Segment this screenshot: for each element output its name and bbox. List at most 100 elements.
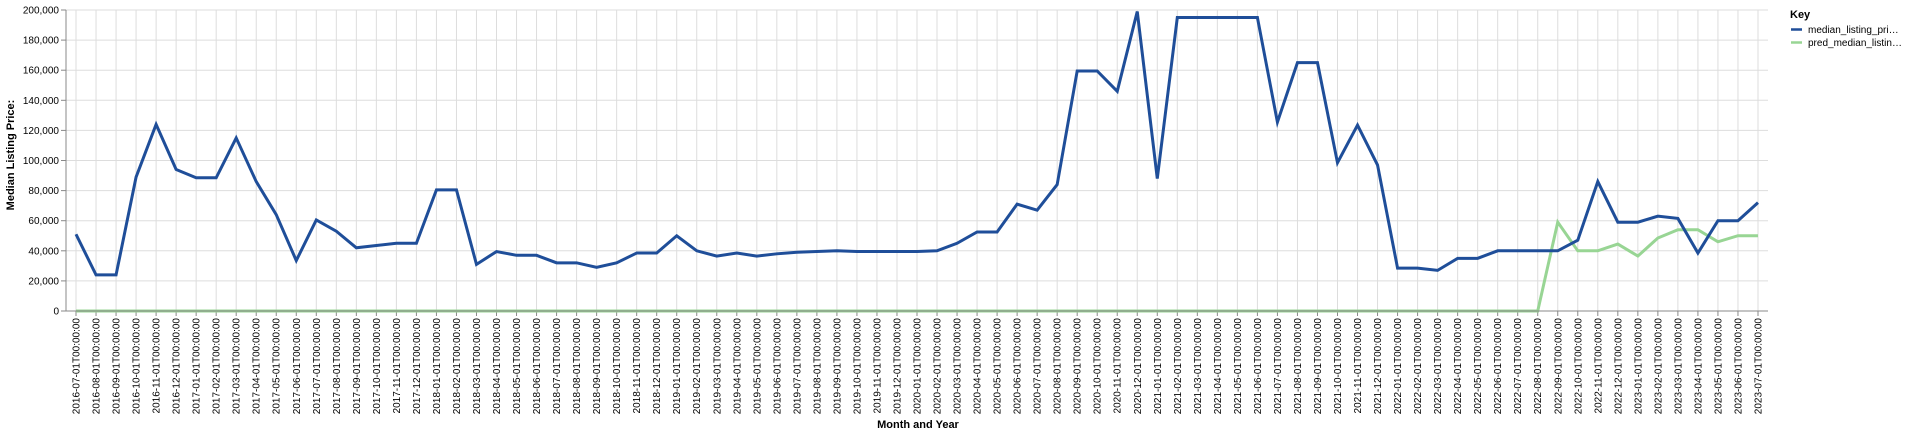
x-tick-label: 2021-03-01T00:00:00 [1193, 318, 1204, 415]
x-tick-label: 2023-01-01T00:00:00 [1633, 318, 1644, 415]
x-tick-label: 2022-07-01T00:00:00 [1513, 318, 1524, 415]
y-tick-label: 120,000 [23, 126, 60, 137]
x-tick-label: 2018-09-01T00:00:00 [592, 318, 603, 415]
x-tick-label: 2019-03-01T00:00:00 [712, 318, 723, 415]
y-tick-label: 40,000 [28, 246, 59, 257]
x-tick-label: 2021-12-01T00:00:00 [1373, 318, 1384, 415]
y-tick-label: 180,000 [23, 36, 60, 47]
y-tick-label: 100,000 [23, 156, 60, 167]
x-tick-label: 2020-08-01T00:00:00 [1053, 318, 1064, 415]
x-tick-label: 2017-11-01T00:00:00 [392, 318, 403, 414]
x-tick-label: 2020-09-01T00:00:00 [1073, 318, 1084, 415]
x-tick-label: 2019-01-01T00:00:00 [672, 318, 683, 415]
x-tick-label: 2023-02-01T00:00:00 [1653, 318, 1664, 415]
series-line-0 [74, 11, 1759, 277]
x-tick-label: 2021-11-01T00:00:00 [1353, 318, 1364, 414]
x-tick-label: 2016-09-01T00:00:00 [112, 318, 123, 415]
x-tick-label: 2017-05-01T00:00:00 [272, 318, 283, 415]
x-tick-label: 2019-08-01T00:00:00 [812, 318, 823, 415]
x-tick-label: 2020-07-01T00:00:00 [1033, 318, 1044, 415]
x-tick-label: 2018-01-01T00:00:00 [432, 318, 443, 415]
x-tick-label: 2021-01-01T00:00:00 [1153, 318, 1164, 415]
x-tick-label: 2022-01-01T00:00:00 [1393, 318, 1404, 415]
x-tick-label: 2021-08-01T00:00:00 [1293, 318, 1304, 415]
x-tick-label: 2020-10-01T00:00:00 [1093, 318, 1104, 415]
y-tick-label: 80,000 [28, 186, 59, 197]
x-tick-label: 2021-09-01T00:00:00 [1313, 318, 1324, 415]
x-tick-label: 2020-02-01T00:00:00 [933, 318, 944, 415]
x-tick-label: 2022-04-01T00:00:00 [1453, 318, 1464, 415]
x-tick-label: 2016-08-01T00:00:00 [92, 318, 103, 415]
y-axis-title: Median Listing Price: [5, 100, 17, 211]
y-tick-label: 60,000 [28, 216, 59, 227]
x-tick-label: 2022-03-01T00:00:00 [1433, 318, 1444, 415]
x-tick-label: 2022-02-01T00:00:00 [1413, 318, 1424, 415]
y-tick-label: 160,000 [23, 66, 60, 77]
x-tick-label: 2017-12-01T00:00:00 [412, 318, 423, 415]
x-tick-label: 2018-04-01T00:00:00 [492, 318, 503, 415]
x-tick-label: 2019-12-01T00:00:00 [892, 318, 903, 415]
legend-entry: median_listing_pri… [1808, 25, 1899, 36]
x-tick-label: 2020-11-01T00:00:00 [1113, 318, 1124, 414]
x-tick-label: 2022-08-01T00:00:00 [1533, 318, 1544, 415]
x-tick-label: 2020-03-01T00:00:00 [953, 318, 964, 415]
legend-title: Key [1790, 9, 1811, 21]
x-tick-label: 2019-11-01T00:00:00 [872, 318, 883, 414]
x-tick-label: 2018-07-01T00:00:00 [552, 318, 563, 415]
x-tick-label: 2020-05-01T00:00:00 [993, 318, 1004, 415]
x-tick-label: 2017-02-01T00:00:00 [212, 318, 223, 415]
x-tick-label: 2019-02-01T00:00:00 [692, 318, 703, 415]
x-tick-label: 2018-06-01T00:00:00 [532, 318, 543, 415]
x-tick-label: 2018-03-01T00:00:00 [472, 318, 483, 415]
x-tick-label: 2020-12-01T00:00:00 [1133, 318, 1144, 415]
x-tick-label: 2019-05-01T00:00:00 [752, 318, 763, 415]
x-tick-label: 2022-10-01T00:00:00 [1573, 318, 1584, 415]
gridlines [66, 9, 1768, 312]
x-tick-label: 2016-12-01T00:00:00 [172, 318, 183, 415]
x-tick-label: 2017-06-01T00:00:00 [292, 318, 303, 415]
x-tick-label: 2018-10-01T00:00:00 [612, 318, 623, 415]
x-tick-label: 2019-04-01T00:00:00 [732, 318, 743, 415]
x-tick-label: 2017-03-01T00:00:00 [232, 318, 243, 415]
y-tick-label: 20,000 [28, 276, 59, 287]
x-tick-label: 2017-10-01T00:00:00 [372, 318, 383, 415]
x-tick-label: 2018-05-01T00:00:00 [512, 318, 523, 415]
x-tick-label: 2023-05-01T00:00:00 [1713, 318, 1724, 415]
x-tick-label: 2017-09-01T00:00:00 [352, 318, 363, 415]
x-tick-label: 2016-10-01T00:00:00 [132, 318, 143, 415]
x-tick-label: 2023-07-01T00:00:00 [1753, 318, 1764, 415]
x-tick-label: 2022-11-01T00:00:00 [1593, 318, 1604, 414]
x-tick-label: 2018-08-01T00:00:00 [572, 318, 583, 415]
y-axis: 0 20,000 40,000 60,000 80,000 100,000 120,000 1… [23, 6, 67, 318]
x-tick-label: 2022-06-01T00:00:00 [1493, 318, 1504, 415]
x-tick-label: 2017-04-01T00:00:00 [252, 318, 263, 415]
x-tick-label: 2021-06-01T00:00:00 [1253, 318, 1264, 415]
x-tick-label: 2023-06-01T00:00:00 [1733, 318, 1744, 415]
x-tick-label: 2021-04-01T00:00:00 [1213, 318, 1224, 415]
x-tick-label: 2022-05-01T00:00:00 [1473, 318, 1484, 415]
x-tick-label: 2020-01-01T00:00:00 [913, 318, 924, 415]
y-tick-label: 200,000 [23, 6, 60, 17]
x-tick-label: 2021-07-01T00:00:00 [1273, 318, 1284, 415]
x-tick-label: 2017-01-01T00:00:00 [192, 318, 203, 415]
legend: Key median_listing_pri… pred_median_listi… [1790, 9, 1902, 49]
x-tick-label: 2019-06-01T00:00:00 [772, 318, 783, 415]
x-tick-label: 2018-12-01T00:00:00 [652, 318, 663, 415]
x-tick-label: 2022-12-01T00:00:00 [1613, 318, 1624, 415]
y-tick-label: 140,000 [23, 96, 60, 107]
x-axis-ticks: 2016-07-01T00:00:00 2016-08-01T00:00:00 20… [72, 311, 1764, 415]
x-tick-label: 2023-03-01T00:00:00 [1673, 318, 1684, 415]
x-tick-label: 2021-05-01T00:00:00 [1233, 318, 1244, 415]
x-tick-label: 2022-09-01T00:00:00 [1553, 318, 1564, 415]
x-axis-title: Month and Year [877, 419, 959, 431]
legend-entry: pred_median_listin… [1808, 38, 1902, 49]
x-tick-label: 2019-07-01T00:00:00 [792, 318, 803, 415]
x-tick-label: 2016-07-01T00:00:00 [72, 318, 83, 415]
x-tick-label: 2017-08-01T00:00:00 [332, 318, 343, 415]
x-tick-label: 2017-07-01T00:00:00 [312, 318, 323, 415]
x-tick-label: 2018-11-01T00:00:00 [632, 318, 643, 414]
x-tick-label: 2021-02-01T00:00:00 [1173, 318, 1184, 415]
x-tick-label: 2019-10-01T00:00:00 [852, 318, 863, 415]
x-tick-label: 2016-11-01T00:00:00 [152, 318, 163, 414]
